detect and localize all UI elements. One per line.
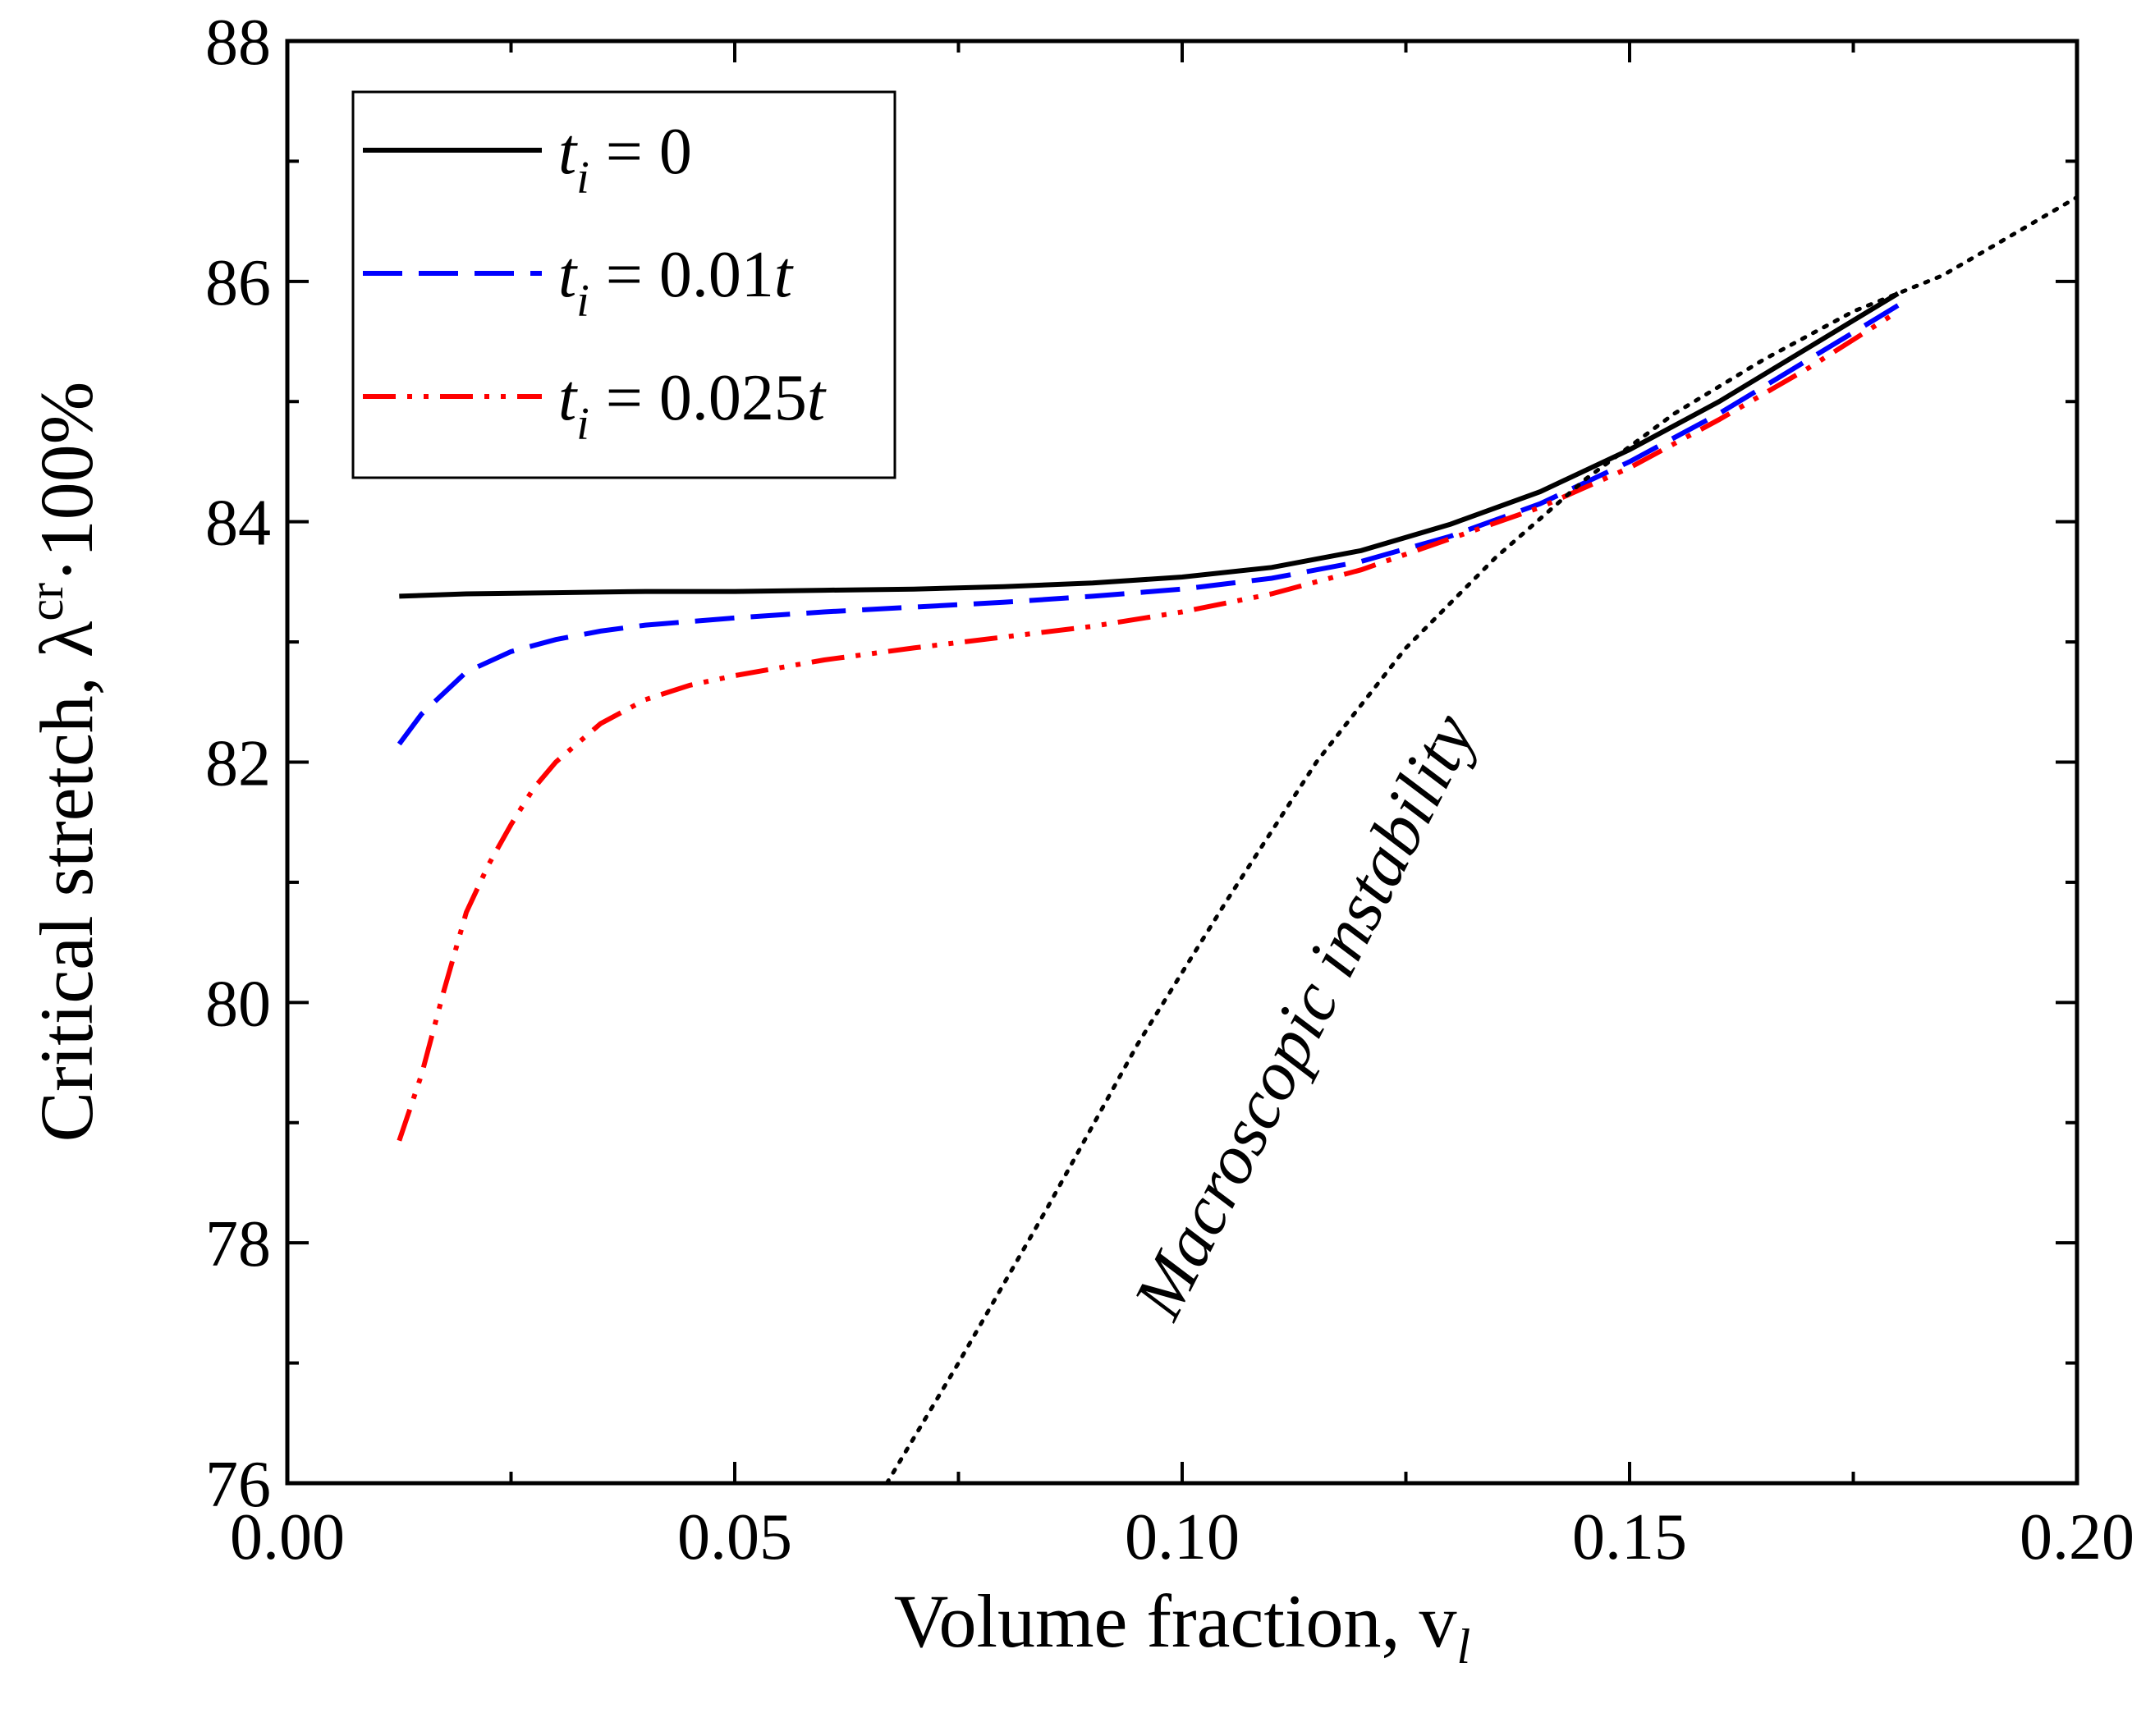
legend: ti = 0 ti = 0.01t ti = 0.025t (351, 90, 896, 479)
y-tick-label: 76 (205, 1449, 271, 1521)
series-line-1 (399, 291, 1900, 599)
x-tick-label: 0.10 (1125, 1501, 1240, 1573)
series-line-2 (397, 303, 1900, 746)
x-axis-title: Volume fraction, vl (894, 1579, 1470, 1674)
y-tick-label: 80 (205, 968, 271, 1040)
x-tick-label: 0.05 (677, 1501, 792, 1573)
legend-label-1: ti = 0 (558, 116, 692, 204)
y-tick-label: 78 (205, 1208, 271, 1280)
y-tick-label: 86 (205, 247, 271, 319)
tick-layer: 0.00 0.05 0.10 0.15 0.20 76 78 80 82 84 86 88 (205, 7, 2134, 1573)
y-tick-label: 88 (205, 7, 271, 79)
series-line-4 (884, 195, 2077, 1483)
y-tick-label: 82 (205, 728, 271, 800)
annotation-layer: Macroscopic instability (1117, 700, 1491, 1331)
legend-label-2: ti = 0.01t (558, 239, 794, 327)
series-line-3 (397, 309, 1900, 1142)
x-tick-label: 0.20 (2020, 1501, 2134, 1573)
legend-box (351, 90, 896, 479)
legend-label-3: ti = 0.025t (558, 362, 827, 450)
x-tick-label: 0.00 (230, 1501, 345, 1573)
y-tick-label: 84 (205, 488, 271, 560)
x-tick-label: 0.15 (1572, 1501, 1687, 1573)
y-axis-title: Critical stretch, λcr·100% (19, 382, 108, 1143)
annotation-macroscopic-instability: Macroscopic instability (1117, 700, 1491, 1331)
series-layer (397, 195, 2077, 1483)
